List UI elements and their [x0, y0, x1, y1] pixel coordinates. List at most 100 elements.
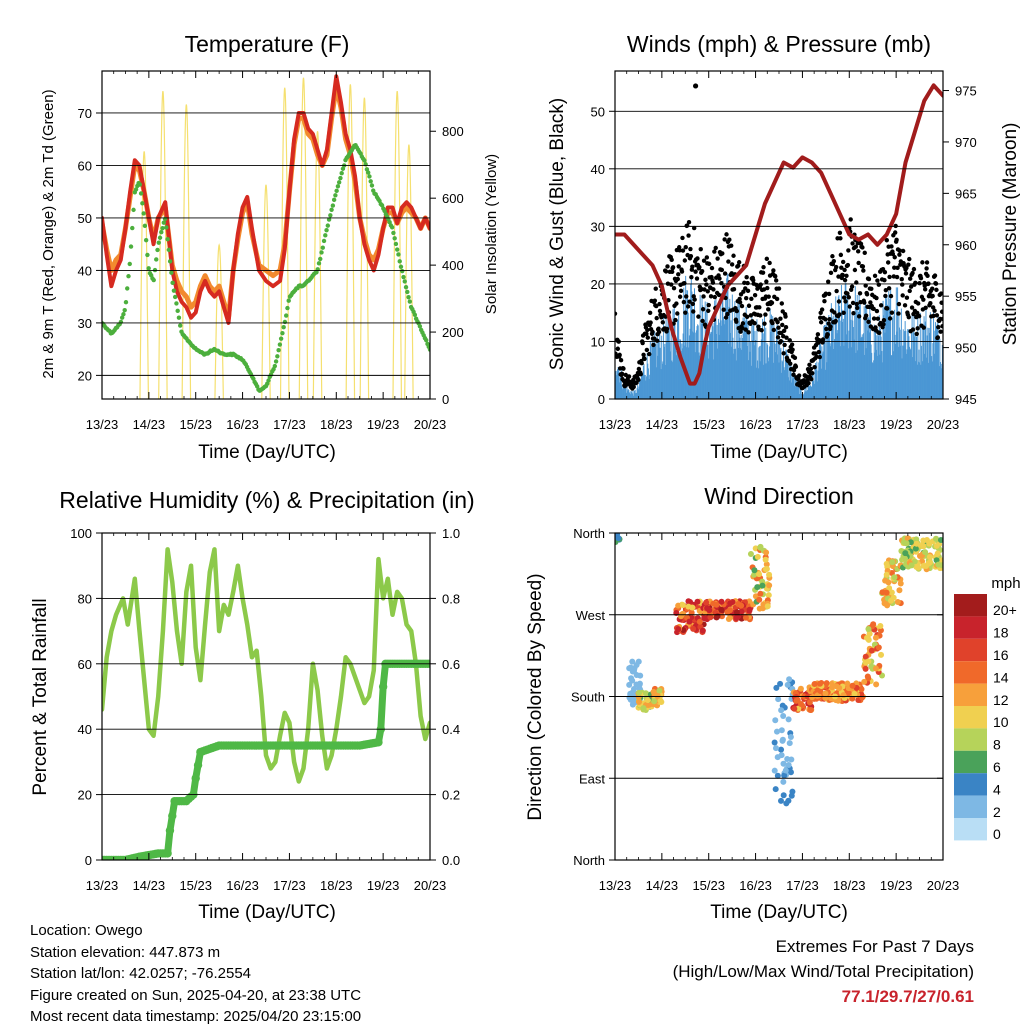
y-tick-label: 30: [591, 219, 605, 234]
wind-direction-point: [733, 609, 740, 616]
dewpoint-point: [335, 184, 341, 189]
wind-direction-point: [920, 543, 927, 550]
gust-point: [741, 289, 746, 294]
wind-direction-point: [742, 614, 749, 621]
gust-point: [675, 311, 680, 316]
gust-point: [653, 286, 658, 291]
gust-point: [665, 264, 670, 269]
dewpoint-point: [401, 274, 406, 280]
wind-direction-point: [920, 562, 927, 569]
y2-tick-label: 0: [442, 392, 449, 407]
dewpoint-point: [137, 182, 143, 187]
gust-point: [751, 277, 756, 283]
wind-direction-point: [844, 680, 851, 687]
dewpoint-point: [393, 241, 399, 247]
temperature-ylabel-left: 2m & 9m T (Red, Orange) & 2m Td (Green): [40, 89, 57, 378]
gust-point: [788, 361, 793, 366]
wind-direction-point: [738, 602, 745, 609]
wind-direction-point: [782, 767, 789, 774]
gust-point: [715, 256, 720, 261]
gust-point: [860, 245, 865, 250]
y2-tick-label: 0.8: [442, 591, 460, 606]
gust-point: [698, 246, 703, 252]
dewpoint-point: [362, 158, 367, 163]
dewpoint-point: [391, 230, 396, 236]
gust-point: [849, 284, 855, 289]
gust-point: [771, 268, 776, 273]
x-tick-label: 18/23: [320, 878, 353, 893]
wind-direction-point: [685, 598, 692, 605]
wind-direction-point: [626, 665, 633, 672]
wind-direction-point: [784, 681, 791, 688]
colorbar-label: 12: [993, 692, 1009, 708]
gust-point: [724, 232, 729, 237]
gust-point: [868, 300, 873, 305]
gust-point: [652, 298, 658, 303]
gust-point: [837, 230, 843, 235]
gust-point: [827, 316, 832, 322]
wind-direction-point: [817, 680, 824, 687]
station-info: Location: Owego Station elevation: 447.8…: [30, 920, 361, 1028]
gust-point: [781, 351, 786, 356]
wind-direction-point: [933, 542, 940, 549]
gust-point: [838, 236, 843, 241]
gust-point: [820, 337, 826, 342]
gust-point: [837, 312, 842, 317]
gust-point: [939, 300, 943, 305]
colorbar-swatch: [954, 661, 987, 684]
wind-direction-point: [932, 535, 939, 542]
gust-point: [682, 258, 688, 263]
y-tick-label: 70: [78, 106, 92, 121]
winds-xlabel: Time (Day/UTC): [710, 442, 848, 463]
gust-point: [877, 330, 882, 336]
dewpoint-point: [142, 223, 148, 229]
dewpoint-point: [397, 259, 402, 264]
dewpoint-point: [272, 363, 278, 369]
wind-direction-point: [814, 692, 821, 699]
dewpoint-point: [318, 256, 323, 262]
dewpoint-point: [339, 170, 344, 176]
gust-point: [709, 265, 715, 271]
dewpoint-point: [166, 247, 172, 253]
wind-direction-point: [628, 675, 635, 682]
dewpoint-point: [336, 180, 342, 185]
humidity-ylabel-left: Percent & Total Rainfall: [30, 598, 51, 795]
gust-point: [744, 314, 750, 320]
x-tick-label: 13/23: [86, 417, 119, 432]
gust-point: [892, 255, 897, 260]
gust-point: [936, 324, 941, 330]
temperature-title: Temperature (F): [185, 31, 350, 57]
gust-point: [891, 274, 896, 279]
gust-point: [723, 315, 729, 320]
gust-point: [940, 323, 943, 329]
wind-direction-point: [650, 688, 657, 695]
dewpoint-point: [328, 213, 333, 218]
wind-direction-point: [779, 702, 786, 709]
dewpoint-point: [278, 336, 284, 341]
gust-point: [845, 262, 851, 268]
wind-direction-point: [626, 681, 633, 688]
gust-point: [765, 285, 770, 291]
wind-direction-point: [883, 589, 890, 596]
colorbar-swatch: [954, 594, 987, 617]
gust-point: [743, 327, 748, 332]
gust-point: [740, 321, 746, 326]
dewpoint-point: [315, 267, 320, 272]
gust-point: [764, 279, 769, 284]
x-tick-label: 17/23: [786, 417, 819, 432]
gust-point: [739, 303, 745, 309]
gust-point: [909, 305, 915, 310]
gust-point: [922, 283, 927, 288]
wind-direction-point: [888, 589, 895, 596]
gust-point: [851, 311, 856, 316]
wind-direction-point: [783, 800, 790, 807]
gust-point: [706, 261, 712, 267]
solar-insolation-line: [158, 90, 168, 399]
gust-point: [722, 271, 728, 276]
gust-point: [657, 308, 663, 314]
dewpoint-point: [320, 245, 325, 250]
wind-direction-point: [885, 579, 892, 586]
gust-point: [675, 276, 680, 282]
y2-tick-label: 0.4: [442, 722, 460, 737]
gust-point: [780, 322, 785, 328]
